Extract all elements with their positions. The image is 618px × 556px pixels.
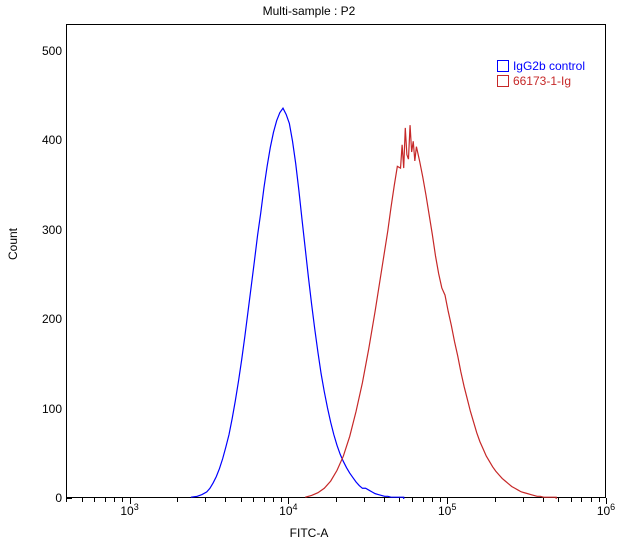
chart-title: Multi-sample : P2 bbox=[0, 4, 618, 18]
legend-label: IgG2b control bbox=[513, 59, 585, 73]
y-tick-label: 200 bbox=[24, 312, 62, 326]
y-axis-label: Count bbox=[6, 228, 20, 260]
series-curve bbox=[191, 108, 404, 499]
legend-item: 66173-1-Ig bbox=[497, 74, 585, 88]
x-axis-label: FITC-A bbox=[0, 526, 618, 540]
curves-svg bbox=[67, 25, 607, 499]
plot-area: IgG2b control66173-1-Ig bbox=[66, 24, 606, 498]
legend-swatch bbox=[497, 60, 509, 72]
series-curve bbox=[305, 125, 556, 499]
x-tick-label: 106 bbox=[597, 502, 615, 518]
y-tick-label: 0 bbox=[24, 491, 62, 505]
y-tick-label: 500 bbox=[24, 44, 62, 58]
legend: IgG2b control66173-1-Ig bbox=[497, 59, 585, 89]
flow-cytometry-chart: Multi-sample : P2 Count FITC-A 0 100 200 30… bbox=[0, 0, 618, 556]
y-tick-label: 300 bbox=[24, 223, 62, 237]
y-tick-label: 100 bbox=[24, 402, 62, 416]
legend-item: IgG2b control bbox=[497, 59, 585, 73]
legend-swatch bbox=[497, 75, 509, 87]
y-tick-label: 400 bbox=[24, 133, 62, 147]
x-tick-label: 104 bbox=[279, 502, 297, 518]
x-tick-label: 103 bbox=[120, 502, 138, 518]
legend-label: 66173-1-Ig bbox=[513, 74, 571, 88]
x-tick-label: 105 bbox=[438, 502, 456, 518]
